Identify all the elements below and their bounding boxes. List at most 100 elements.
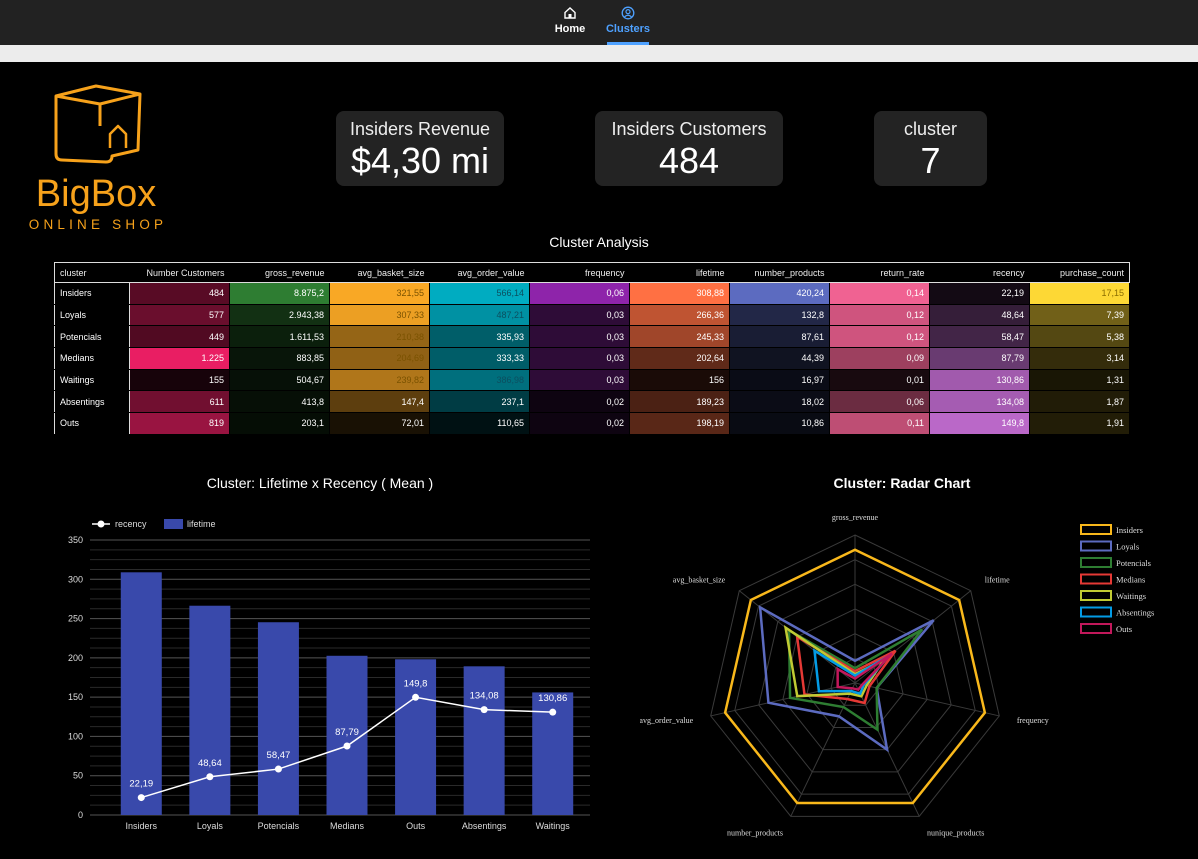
point-recency: [344, 743, 351, 750]
logo-tagline: ONLINE SHOP: [29, 217, 167, 232]
table-cell: 22,19: [930, 283, 1030, 305]
table-row[interactable]: Loyals 577 2.943,38 307,33 487,21 0,03 266,36 1…: [55, 304, 1130, 326]
column-header[interactable]: return_rate: [830, 263, 930, 283]
cluster-analysis-table: cluster Number Customers gross_revenue avg_…: [54, 262, 1130, 435]
legend-swatch: [1081, 608, 1111, 617]
cluster-analysis-title: Cluster Analysis: [0, 234, 1198, 250]
table-cell: 0,12: [830, 304, 930, 326]
table-cell: 504,67: [230, 369, 330, 391]
kpi-label: Insiders Customers: [595, 119, 783, 140]
radar-axis: [855, 591, 971, 683]
point-recency: [206, 773, 213, 780]
table-cell: 155: [130, 369, 230, 391]
column-header[interactable]: purchase_count: [1030, 263, 1130, 283]
radar-axis-label: lifetime: [985, 576, 1010, 585]
legend-label: Absentings: [1116, 608, 1154, 618]
cluster-name-cell: Waitings: [55, 369, 130, 391]
table-cell: 130,86: [930, 369, 1030, 391]
table-cell: 0,01: [830, 369, 930, 391]
legend-label: Medians: [1116, 575, 1145, 585]
table-cell: 0,11: [830, 413, 930, 435]
data-label-recency: 149,8: [404, 678, 428, 689]
x-tick-label: Absentings: [462, 821, 507, 831]
lifetime-recency-chart-title: Cluster: Lifetime x Recency ( Mean ): [120, 475, 520, 491]
legend-marker-recency: [98, 521, 105, 528]
column-header[interactable]: Number Customers: [130, 263, 230, 283]
point-recency: [481, 706, 488, 713]
nav-clusters[interactable]: Clusters: [605, 6, 651, 35]
table-row[interactable]: Potencials 449 1.611,53 210,38 335,93 0,03 245…: [55, 326, 1130, 348]
data-label-recency: 134,08: [470, 691, 499, 702]
table-cell: 87,61: [730, 326, 830, 348]
bar-lifetime: [189, 606, 230, 815]
nav-home[interactable]: Home: [553, 6, 587, 35]
point-recency: [275, 766, 282, 773]
table-cell: 566,14: [430, 283, 530, 305]
legend-swatch: [1081, 624, 1111, 633]
x-tick-label: Loyals: [197, 821, 224, 831]
column-header[interactable]: cluster: [55, 263, 130, 283]
table-cell: 0,12: [830, 326, 930, 348]
top-nav-bar: Home Clusters: [0, 0, 1198, 45]
cluster-name-cell: Insiders: [55, 283, 130, 305]
y-tick-label: 100: [68, 731, 83, 741]
table-cell: 883,85: [230, 348, 330, 370]
table-cell: 0,03: [530, 304, 630, 326]
table-cell: 1.225: [130, 348, 230, 370]
column-header[interactable]: avg_order_value: [430, 263, 530, 283]
table-cell: 386,98: [430, 369, 530, 391]
radar-axis-label: number_products: [727, 829, 783, 838]
table-row[interactable]: Absentings 611 413,8 147,4 237,1 0,02 189,23 18…: [55, 391, 1130, 413]
table-cell: 3,14: [1030, 348, 1130, 370]
table-row[interactable]: Medians 1.225 883,85 204,69 333,33 0,03 202,64…: [55, 348, 1130, 370]
point-recency: [549, 709, 556, 716]
table-cell: 8.875,2: [230, 283, 330, 305]
column-header[interactable]: avg_basket_size: [330, 263, 430, 283]
radar-chart: gross_revenuelifetimefrequencynunique_pr…: [640, 500, 1190, 850]
table-cell: 156: [630, 369, 730, 391]
column-header[interactable]: lifetime: [630, 263, 730, 283]
kpi-value: 7: [874, 140, 987, 182]
table-body: Insiders 484 8.875,2 321,55 566,14 0,06 308,88…: [55, 283, 1130, 435]
kpi-cluster: cluster 7: [874, 111, 987, 186]
radar-axis-label: avg_basket_size: [673, 576, 726, 585]
table-cell: 0,09: [830, 348, 930, 370]
table-cell: 0,14: [830, 283, 930, 305]
table-cell: 321,55: [330, 283, 430, 305]
legend-swatch: [1081, 558, 1111, 567]
column-header[interactable]: number_products: [730, 263, 830, 283]
table-row[interactable]: Waitings 155 504,67 239,82 386,98 0,03 156 16,9…: [55, 369, 1130, 391]
y-tick-label: 150: [68, 692, 83, 702]
table-cell: 245,33: [630, 326, 730, 348]
bar-lifetime: [464, 666, 505, 815]
table-cell: 189,23: [630, 391, 730, 413]
data-label-recency: 130,86: [538, 693, 567, 704]
table-cell: 0,03: [530, 369, 630, 391]
table-cell: 134,08: [930, 391, 1030, 413]
box-icon: [56, 86, 140, 162]
table-cell: 204,69: [330, 348, 430, 370]
column-header[interactable]: frequency: [530, 263, 630, 283]
table-cell: 48,64: [930, 304, 1030, 326]
legend-label-recency: recency: [115, 519, 147, 529]
x-tick-label: Waitings: [536, 821, 571, 831]
table-cell: 147,4: [330, 391, 430, 413]
table-cell: 420,24: [730, 283, 830, 305]
table-cell: 413,8: [230, 391, 330, 413]
table-cell: 0,06: [830, 391, 930, 413]
bar-lifetime: [258, 622, 299, 815]
cluster-name-cell: Absentings: [55, 391, 130, 413]
table-cell: 1,91: [1030, 413, 1130, 435]
lifetime-recency-chart: 050100150200250300350Insiders Loyals Poten…: [60, 505, 600, 845]
legend-label: Insiders: [1116, 525, 1143, 535]
column-header[interactable]: recency: [930, 263, 1030, 283]
table-row[interactable]: Outs 819 203,1 72,01 110,65 0,02 198,19 10,86 0,…: [55, 413, 1130, 435]
table-cell: 1,31: [1030, 369, 1130, 391]
cluster-name-cell: Loyals: [55, 304, 130, 326]
table-cell: 1,87: [1030, 391, 1130, 413]
legend-swatch-lifetime: [164, 519, 183, 529]
table-row[interactable]: Insiders 484 8.875,2 321,55 566,14 0,06 308,88…: [55, 283, 1130, 305]
data-label-recency: 48,64: [198, 758, 222, 769]
legend-swatch: [1081, 591, 1111, 600]
column-header[interactable]: gross_revenue: [230, 263, 330, 283]
